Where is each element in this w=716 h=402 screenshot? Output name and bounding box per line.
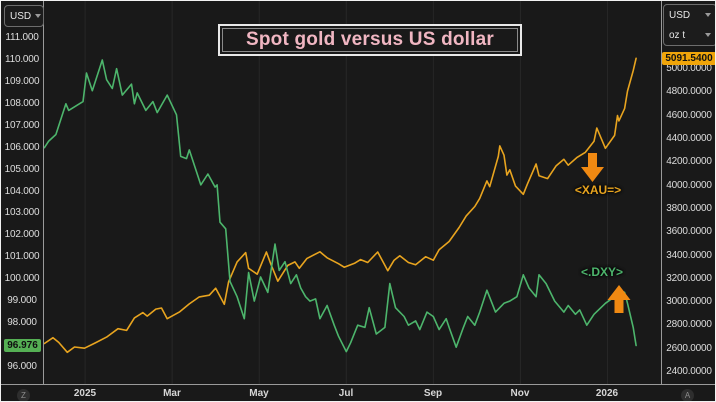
right-unit2-row[interactable]: oz t bbox=[664, 25, 715, 45]
right-axis-divider bbox=[661, 1, 662, 384]
x-axis-line bbox=[1, 384, 715, 385]
left-axis-tick-label: 108.000 bbox=[4, 98, 40, 109]
chart-title-box: Spot gold versus US dollar bbox=[218, 24, 522, 56]
dxy-last-value-badge: 96.976 bbox=[4, 339, 41, 352]
left-axis-tick-label: 102.000 bbox=[4, 229, 40, 240]
right-axis-tick-label: 3200.0000 bbox=[666, 273, 712, 284]
right-axis-tick-label: 4000.0000 bbox=[666, 180, 712, 191]
right-axis-tick-label: 2400.0000 bbox=[666, 366, 712, 377]
left-axis-tick-label: 100.000 bbox=[4, 273, 40, 284]
left-unit-label: USD bbox=[10, 10, 32, 22]
left-axis-tick-label: 96.000 bbox=[7, 361, 37, 372]
right-axis-tick-label: 4200.0000 bbox=[666, 156, 712, 167]
right-axis-tick-label: 2600.0000 bbox=[666, 343, 712, 354]
right-axis-tick-label: 3600.0000 bbox=[666, 226, 712, 237]
xau-series-label: <XAU=> bbox=[574, 183, 622, 197]
left-axis-tick-label: 98.000 bbox=[7, 317, 37, 328]
x-axis-tick-label: Nov bbox=[510, 388, 530, 399]
left-axis-tick-label: 110.000 bbox=[4, 54, 39, 65]
right-axis-tick-label: 3800.0000 bbox=[666, 203, 712, 214]
left-axis-tick-label: 109.000 bbox=[4, 76, 40, 87]
right-unit-row[interactable]: USD bbox=[664, 5, 715, 25]
chevron-down-icon bbox=[705, 33, 711, 37]
right-unit2-label: oz t bbox=[669, 29, 686, 41]
up-arrow-icon bbox=[607, 285, 631, 313]
left-axis-tick-label: 101.000 bbox=[4, 251, 40, 262]
right-axis-tick-label: 4400.0000 bbox=[666, 133, 712, 144]
chevron-down-icon bbox=[35, 14, 42, 18]
dxy-series-label: <.DXY> bbox=[580, 265, 624, 279]
right-axis-tick-label: 3000.0000 bbox=[666, 296, 712, 307]
right-axis-tick-label: 2800.0000 bbox=[666, 319, 712, 330]
left-axis-tick-label: 104.000 bbox=[4, 186, 40, 197]
right-axis-tick-label: 4800.0000 bbox=[666, 86, 712, 97]
right-axis-tick-label: 5000.0000 bbox=[666, 63, 712, 74]
left-axis-tick-label: 99.000 bbox=[7, 295, 37, 306]
x-axis-tick-label: 2026 bbox=[595, 388, 619, 399]
right-unit-dropdown[interactable]: USD oz t bbox=[663, 4, 715, 46]
down-arrow-icon bbox=[581, 153, 604, 182]
x-axis-tick-label: Mar bbox=[163, 388, 181, 399]
zoom-button[interactable]: Z bbox=[17, 389, 30, 401]
left-axis-tick-label: 107.000 bbox=[4, 120, 40, 131]
chart-canvas[interactable] bbox=[43, 1, 661, 384]
chevron-down-icon bbox=[705, 13, 711, 17]
left-axis-tick-label: 106.000 bbox=[4, 142, 40, 153]
right-axis-tick-label: 3400.0000 bbox=[666, 250, 712, 261]
left-unit-dropdown[interactable]: USD bbox=[4, 5, 44, 27]
left-axis-tick-label: 111.000 bbox=[5, 32, 39, 43]
right-unit-label: USD bbox=[669, 9, 691, 21]
xau-last-value-badge: 5091.5400 bbox=[662, 52, 715, 65]
chart-title: Spot gold versus US dollar bbox=[245, 29, 495, 50]
x-axis-tick-label: 2025 bbox=[73, 388, 97, 399]
left-axis-tick-label: 103.000 bbox=[4, 207, 40, 218]
left-axis-divider bbox=[43, 1, 44, 384]
gold-line bbox=[43, 57, 637, 354]
annotation-button[interactable]: A bbox=[681, 389, 694, 401]
right-axis-tick-label: 4600.0000 bbox=[666, 110, 712, 121]
left-axis-tick-label: 105.000 bbox=[4, 164, 40, 175]
x-axis-tick-label: Sep bbox=[423, 388, 443, 399]
x-axis-tick-label: May bbox=[249, 388, 269, 399]
dxy-line bbox=[43, 59, 637, 353]
x-axis-tick-label: Jul bbox=[338, 388, 354, 399]
